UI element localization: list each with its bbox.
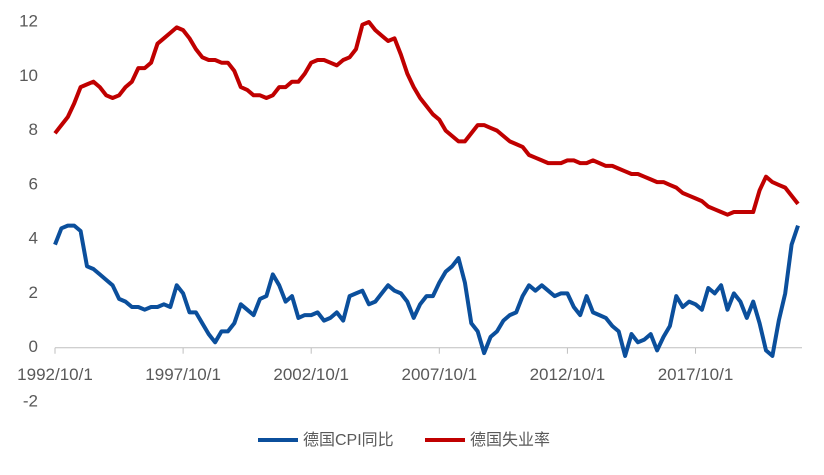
y-tick-label: 12 <box>19 11 38 30</box>
y-tick-label: 8 <box>29 120 38 139</box>
x-tick-label: 2012/10/1 <box>530 365 606 384</box>
line-series <box>53 223 800 358</box>
legend-label: 德国失业率 <box>470 431 550 449</box>
y-tick-label: 4 <box>29 229 38 248</box>
x-tick-label: 2002/10/1 <box>273 365 349 384</box>
y-tick-label: -2 <box>23 391 38 410</box>
legend-label: 德国CPI同比 <box>303 431 394 449</box>
x-tick-label: 1992/10/1 <box>17 365 93 384</box>
y-tick-label: 2 <box>29 283 38 302</box>
y-tick-label: 6 <box>29 174 38 193</box>
x-tick-label: 2017/10/1 <box>658 365 734 384</box>
x-tick-label: 1997/10/1 <box>145 365 221 384</box>
y-tick-label: 10 <box>19 66 38 85</box>
y-tick-label: 0 <box>29 337 38 356</box>
line-series <box>53 20 800 217</box>
x-tick-label: 2007/10/1 <box>401 365 477 384</box>
